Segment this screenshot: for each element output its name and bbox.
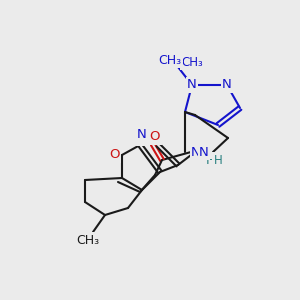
Text: N: N [187, 79, 197, 92]
Text: H: H [214, 154, 222, 166]
Text: O: O [109, 148, 119, 161]
Text: O: O [150, 130, 160, 143]
Text: CH₃: CH₃ [158, 53, 182, 67]
Text: CH₃: CH₃ [76, 233, 100, 247]
Text: N: N [137, 128, 147, 142]
Text: H: H [205, 154, 215, 166]
Text: N: N [222, 79, 232, 92]
Text: N: N [199, 146, 209, 158]
Text: O: O [138, 131, 148, 145]
Text: CH₃: CH₃ [181, 56, 203, 68]
Text: N: N [191, 146, 201, 158]
